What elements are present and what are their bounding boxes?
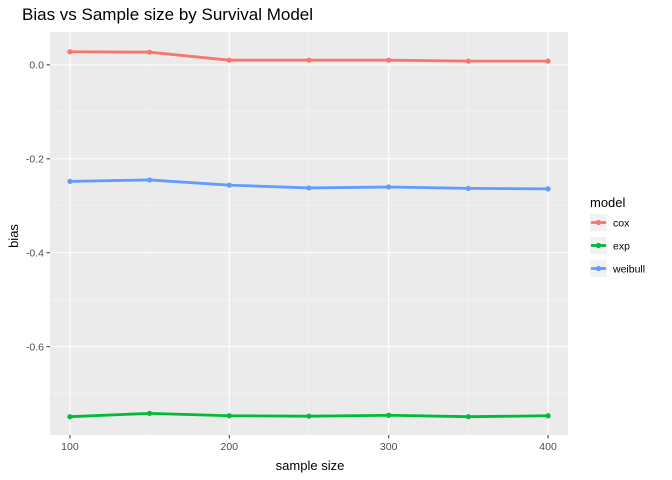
data-point-cox: [545, 58, 551, 64]
legend-item-exp: exp: [590, 237, 630, 254]
data-point-exp: [67, 414, 73, 420]
series-weibull: [67, 177, 551, 192]
minor-gridlines: [50, 32, 568, 435]
legend-key-point: [595, 219, 602, 226]
y-tick-label: -0.6: [26, 341, 44, 353]
data-point-cox: [226, 57, 232, 63]
legend-title: model: [590, 195, 626, 210]
x-axis-title: sample size: [276, 458, 345, 473]
data-point-exp: [545, 413, 551, 419]
legend-key-point: [595, 265, 602, 272]
major-gridlines: [50, 32, 568, 435]
data-point-weibull: [386, 184, 392, 190]
data-point-weibull: [147, 177, 153, 183]
y-axis-title: bias: [6, 224, 21, 248]
data-point-cox: [465, 58, 471, 64]
legend-item-cox: cox: [590, 214, 630, 231]
x-tick-label: 400: [539, 441, 557, 453]
legend: model cox exp weibull: [590, 195, 645, 277]
x-tick-label: 200: [221, 441, 239, 453]
y-tick-label: 0.0: [29, 60, 44, 72]
series-exp: [67, 410, 551, 420]
data-point-weibull: [465, 185, 471, 192]
data-point-exp: [386, 412, 392, 418]
y-tick-label: -0.2: [26, 154, 44, 166]
x-tick-label: 100: [61, 441, 79, 453]
data-point-cox: [67, 49, 73, 55]
data-point-cox: [147, 49, 153, 55]
data-point-weibull: [306, 185, 312, 191]
series-layer: [67, 49, 551, 420]
data-point-cox: [306, 57, 312, 63]
chart-title: Bias vs Sample size by Survival Model: [22, 5, 313, 24]
data-point-exp: [226, 413, 232, 419]
data-point-exp: [306, 413, 312, 419]
legend-label: exp: [613, 240, 630, 252]
data-point-weibull: [67, 178, 73, 184]
x-tick-label: 300: [380, 441, 398, 453]
series-cox: [67, 49, 551, 64]
data-point-weibull: [226, 182, 232, 188]
legend-label: weibull: [612, 263, 645, 275]
data-point-exp: [147, 410, 153, 416]
legend-key-point: [595, 242, 602, 249]
data-point-weibull: [545, 186, 551, 192]
y-tick-label: -0.4: [26, 248, 44, 260]
data-point-cox: [386, 57, 392, 63]
legend-label: cox: [613, 217, 630, 229]
data-point-exp: [465, 414, 471, 420]
axis-ticks: 100 200 300 400 0.0 -0.2 -0.4 -0.6: [26, 60, 557, 453]
legend-item-weibull: weibull: [590, 260, 645, 277]
